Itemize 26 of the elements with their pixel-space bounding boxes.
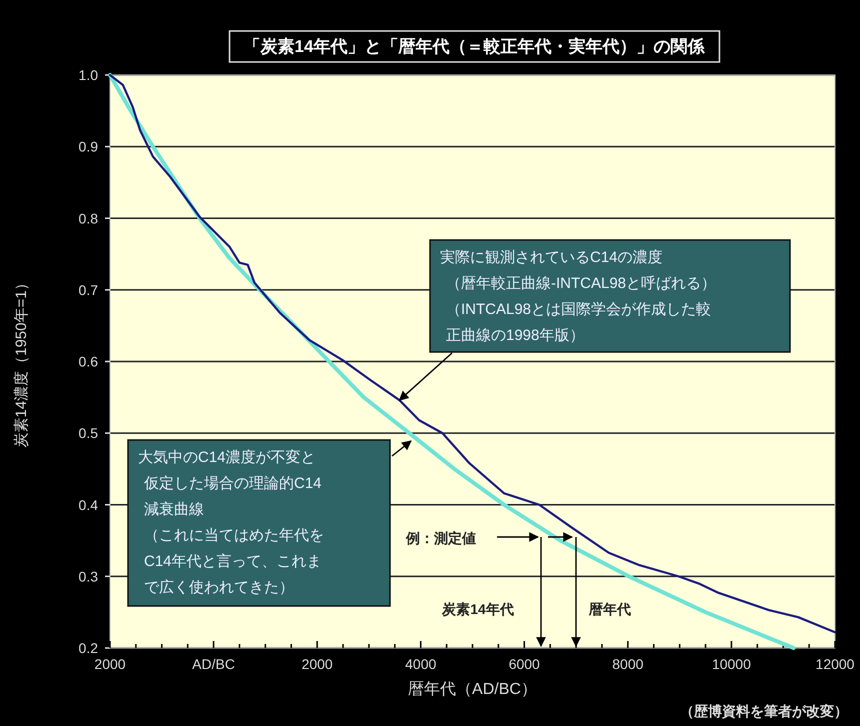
chart-title: 「炭素14年代」と「暦年代（＝較正年代・実年代）」の関係 [244, 37, 706, 56]
y-tick-label: 1.0 [78, 67, 98, 83]
y-tick-label: 0.4 [78, 496, 98, 513]
text: （歴博資料を筆者が改変） [680, 703, 848, 719]
y-tick-label: 0.6 [78, 354, 98, 370]
y-tick-label: 0.2 [78, 640, 98, 656]
y-tick-label: 0.8 [78, 210, 98, 226]
x-tick-label: 12000 [816, 656, 855, 672]
x-tick-label: AD/BC [192, 656, 235, 672]
y-tick-label: 0.9 [78, 138, 98, 155]
annotation: 実際に観測されているC14の濃度（暦年較正曲線-INTCAL98と呼ばれる）（INTCAL98とは国際学会が作成した較正曲線の1998年版） [440, 249, 716, 344]
y-tick-label: 0.3 [78, 568, 98, 584]
x-tick-label: 6000 [508, 656, 540, 672]
y-axis-title: 炭素14濃度（1950年=1） [13, 275, 30, 448]
x-tick-label: 8000 [612, 656, 644, 672]
x-tick-label: 4000 [405, 656, 436, 672]
x-tick-label: 2000 [94, 656, 126, 672]
annotation: 炭素14年代 [441, 601, 514, 617]
y-tick-label: 0.7 [78, 282, 98, 298]
x-tick-label: 2000 [302, 656, 333, 672]
x-axis-title: 暦年代（AD/BC） [408, 681, 537, 698]
annotation: 暦年代 [588, 601, 631, 617]
y-tick-label: 0.5 [78, 425, 98, 442]
annotation: 例：測定値 [405, 530, 476, 546]
x-tick-label: 10000 [712, 656, 752, 672]
annotation: 大気中のC14濃度が不変と仮定した場合の理論的C14減衰曲線（これに当てはめた年代をC14年代と言って、これまで広く使われてきた） [138, 449, 324, 596]
